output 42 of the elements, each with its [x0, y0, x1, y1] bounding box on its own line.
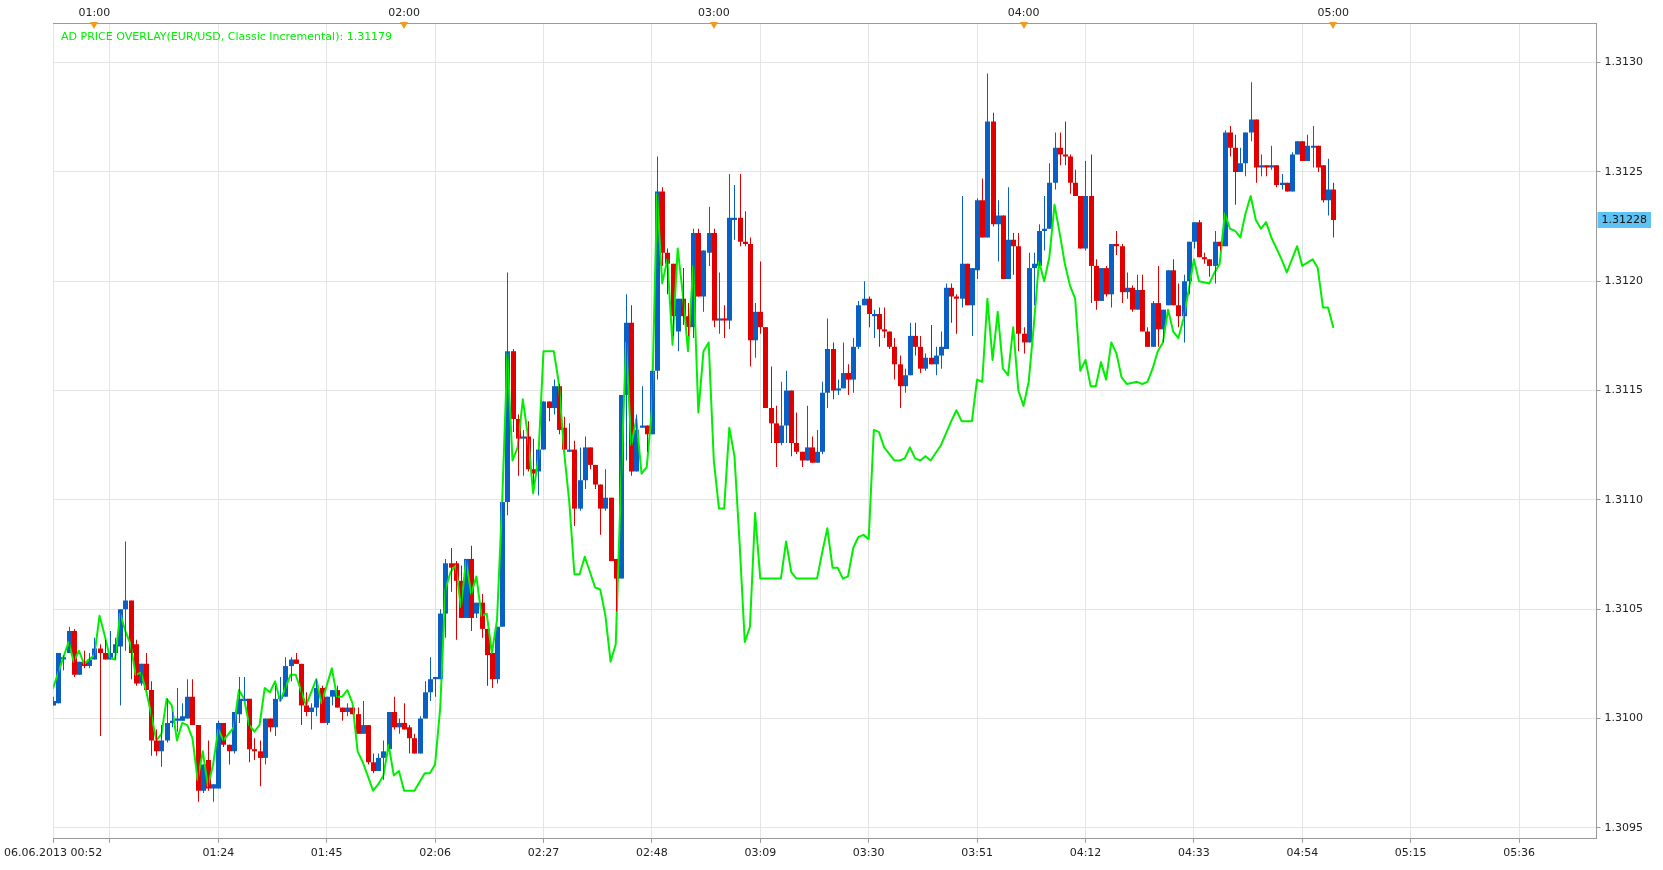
text: AD PRICE OVERLAY(EUR/USD, Classic Incremental): 1.31179: [61, 29, 393, 43]
x2-tick-label: 03:00: [697, 6, 730, 20]
x-tick-label: 03:30: [852, 846, 885, 860]
candlestick: [722, 305, 727, 339]
candlestick: [1063, 121, 1068, 166]
x-tick-label: 02:27: [527, 846, 560, 860]
y-tick-label: 1.3110: [1604, 492, 1644, 506]
x-tick-label: 05:15: [1394, 846, 1427, 860]
candlestick: [1264, 165, 1269, 177]
candlestick: [882, 307, 887, 339]
y-tick-label: 1.3120: [1604, 274, 1644, 288]
x2-tick-label: 05:00: [1317, 6, 1350, 20]
x-tick-label: 05:36: [1503, 846, 1535, 860]
candlestick: [294, 652, 299, 664]
y-tick-label: 1.3105: [1604, 602, 1644, 616]
candlestick: [521, 429, 526, 476]
y-tick-label: 1.3130: [1604, 55, 1644, 69]
candlestick: [836, 379, 841, 395]
x-tick-label: 04:12: [1069, 846, 1102, 860]
x-tick-label: 02:06: [419, 846, 451, 860]
x-tick-label: 04:54: [1286, 846, 1319, 860]
x2-tick-label: 01:00: [78, 6, 111, 20]
y-tick-label: 1.3100: [1604, 711, 1644, 725]
x-tick-label: 04:33: [1178, 846, 1210, 860]
y-tick-label: 1.3115: [1604, 383, 1644, 397]
x-tick-label: 06.06.2013 00:52: [4, 846, 103, 860]
candlestick: [1285, 182, 1290, 192]
x-tick-label: 01:45: [310, 846, 343, 860]
y-tick-label: 1.3125: [1604, 164, 1644, 178]
text: 1.31228: [1601, 212, 1648, 226]
candlestick: [717, 272, 722, 334]
x-tick-label: 03:51: [961, 846, 993, 860]
x2-tick-label: 04:00: [1007, 6, 1040, 20]
x-tick-label: 02:48: [636, 846, 668, 860]
x-tick-label: 01:24: [202, 846, 235, 860]
candlestick: [77, 661, 82, 675]
y-tick-label: 1.3095: [1604, 820, 1644, 834]
x-tick-label: 03:09: [744, 846, 777, 860]
candlestick: [1295, 141, 1300, 155]
x2-tick-label: 02:00: [388, 6, 420, 20]
candlestick: [1259, 154, 1264, 177]
candlestick: [1269, 145, 1274, 170]
